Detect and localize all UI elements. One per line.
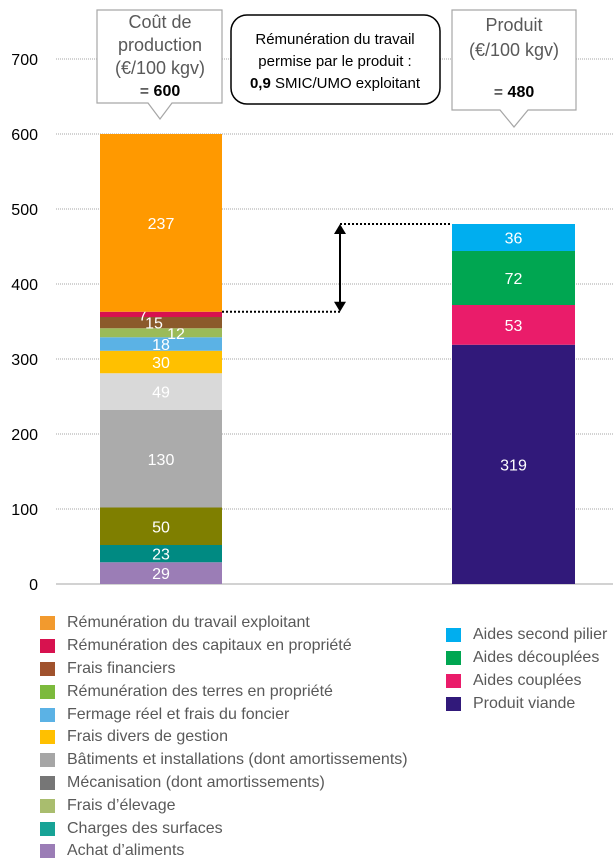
legend-label: Fermage réel et frais du foncier — [67, 706, 289, 724]
arrow-head-down — [334, 302, 346, 312]
difference-annotation — [222, 224, 452, 312]
legend-label: Aides découplées — [473, 649, 599, 667]
y-tick-label: 400 — [11, 277, 38, 294]
bar-segment-label: 30 — [152, 355, 170, 372]
y-tick-label: 600 — [11, 127, 38, 144]
callout-produit-prefix: = — [494, 84, 508, 101]
bar-segment-label: 53 — [505, 318, 523, 335]
bar-segment-label: 23 — [152, 547, 170, 564]
legend-label: Mécanisation (dont amortissements) — [67, 774, 325, 792]
legend-swatch — [40, 708, 55, 722]
legend-swatch — [446, 697, 461, 711]
callout-produit-line1: Produit — [485, 15, 542, 35]
callout-cost-line3: (€/100 kgv) — [115, 58, 205, 78]
legend-item: Rémunération des terres en propriété — [40, 680, 408, 703]
y-tick-label: 500 — [11, 202, 38, 219]
legend-swatch — [40, 753, 55, 767]
legend-label: Achat d’aliments — [67, 842, 184, 860]
y-tick-label: 0 — [29, 577, 38, 594]
y-tick-label: 100 — [11, 502, 38, 519]
callout-cost: Coût de production (€/100 kgv) = 600 — [97, 10, 222, 119]
arrow-head-up — [334, 224, 346, 234]
legend-swatch — [446, 674, 461, 688]
legend-label: Rémunération du travail exploitant — [67, 614, 310, 632]
legend-item: Aides découplées — [446, 647, 607, 670]
legend-label: Aides second pilier — [473, 626, 607, 644]
legend-item: Frais d’élevage — [40, 794, 408, 817]
legend-item: Aides couplées — [446, 670, 607, 693]
callout-center-line2: permise par le produit : — [258, 53, 411, 70]
svg-text:0,9 SMIC/UMO exploitant: 0,9 SMIC/UMO exploitant — [250, 75, 421, 92]
legend-swatch — [40, 662, 55, 676]
legend-swatch — [446, 628, 461, 642]
callout-center-line1: Rémunération du travail — [255, 31, 414, 48]
y-tick-label: 200 — [11, 427, 38, 444]
legend-item: Frais divers de gestion — [40, 726, 408, 749]
legend-item: Frais financiers — [40, 658, 408, 681]
bar-segment-label: 49 — [152, 385, 170, 402]
legend-swatch — [446, 651, 461, 665]
legend-label: Aides couplées — [473, 672, 582, 690]
callout-produit-value: 480 — [508, 84, 535, 101]
bar-segment-label: 36 — [505, 231, 523, 248]
bar-segment-label: 29 — [152, 566, 170, 583]
svg-text:= 480: = 480 — [494, 84, 535, 101]
legend-swatch — [40, 799, 55, 813]
legend-item: Rémunération du travail exploitant — [40, 612, 408, 635]
legend-swatch — [40, 639, 55, 653]
y-axis-ticks: 0 100 200 300 400 500 600 700 — [11, 52, 38, 594]
legend-label: Rémunération des capitaux en propriété — [67, 637, 352, 655]
callout-cost-prefix: = — [140, 83, 154, 100]
bar-segment-label: 72 — [505, 271, 523, 288]
legend-item: Charges des surfaces — [40, 817, 408, 840]
callout-produit: Produit (€/100 kgv) = 480 — [452, 10, 576, 127]
legend-label: Produit viande — [473, 695, 575, 713]
legend-label: Rémunération des terres en propriété — [67, 683, 333, 701]
svg-text:= 600: = 600 — [140, 83, 181, 100]
bar-segment-label: 130 — [148, 452, 175, 469]
legend-right: Aides second pilier Aides découplées Aides… — [446, 624, 607, 715]
callout-center: Rémunération du travail permise par le p… — [231, 15, 440, 104]
legend-label: Charges des surfaces — [67, 820, 223, 838]
legend-swatch — [40, 776, 55, 790]
legend-label: Bâtiments et installations (dont amortis… — [67, 751, 408, 769]
legend-item: Rémunération des capitaux en propriété — [40, 635, 408, 658]
callout-cost-line2: production — [118, 35, 202, 55]
legend-item: Mécanisation (dont amortissements) — [40, 772, 408, 795]
bar-segment-label: 319 — [500, 457, 527, 474]
bar-segment-label: 237 — [148, 216, 175, 233]
bar-segment — [100, 312, 222, 317]
legend-swatch — [40, 616, 55, 630]
legend-item: Achat d’aliments — [40, 840, 408, 863]
legend-label: Frais divers de gestion — [67, 728, 228, 746]
legend-item: Produit viande — [446, 692, 607, 715]
legend-left: Rémunération du travail exploitant Rémuné… — [40, 612, 408, 863]
callout-produit-line2: (€/100 kgv) — [469, 40, 559, 60]
legend-label: Frais d’élevage — [67, 797, 176, 815]
legend-item: Aides second pilier — [446, 624, 607, 647]
callout-center-rest: SMIC/UMO exploitant — [271, 75, 421, 92]
legend-swatch — [40, 730, 55, 744]
bar-segment-label: 15 — [145, 316, 163, 333]
callout-center-value: 0,9 — [250, 75, 271, 92]
bar-produit: 319 53 72 36 — [452, 224, 575, 584]
bar-segment-label: 50 — [152, 519, 170, 536]
stacked-bar-chart: 0 100 200 300 400 500 600 700 29 23 50 130 49 301812… — [0, 0, 613, 600]
legend-swatch — [40, 844, 55, 858]
y-tick-label: 700 — [11, 52, 38, 69]
y-tick-label: 300 — [11, 352, 38, 369]
legend-swatch — [40, 822, 55, 836]
legend-item: Fermage réel et frais du foncier — [40, 703, 408, 726]
legend-label: Frais financiers — [67, 660, 175, 678]
bar-segment-label: 12 — [167, 326, 185, 343]
callout-cost-line1: Coût de — [128, 12, 191, 32]
legend-item: Bâtiments et installations (dont amortis… — [40, 749, 408, 772]
callout-cost-value: 600 — [154, 83, 181, 100]
legend-swatch — [40, 685, 55, 699]
